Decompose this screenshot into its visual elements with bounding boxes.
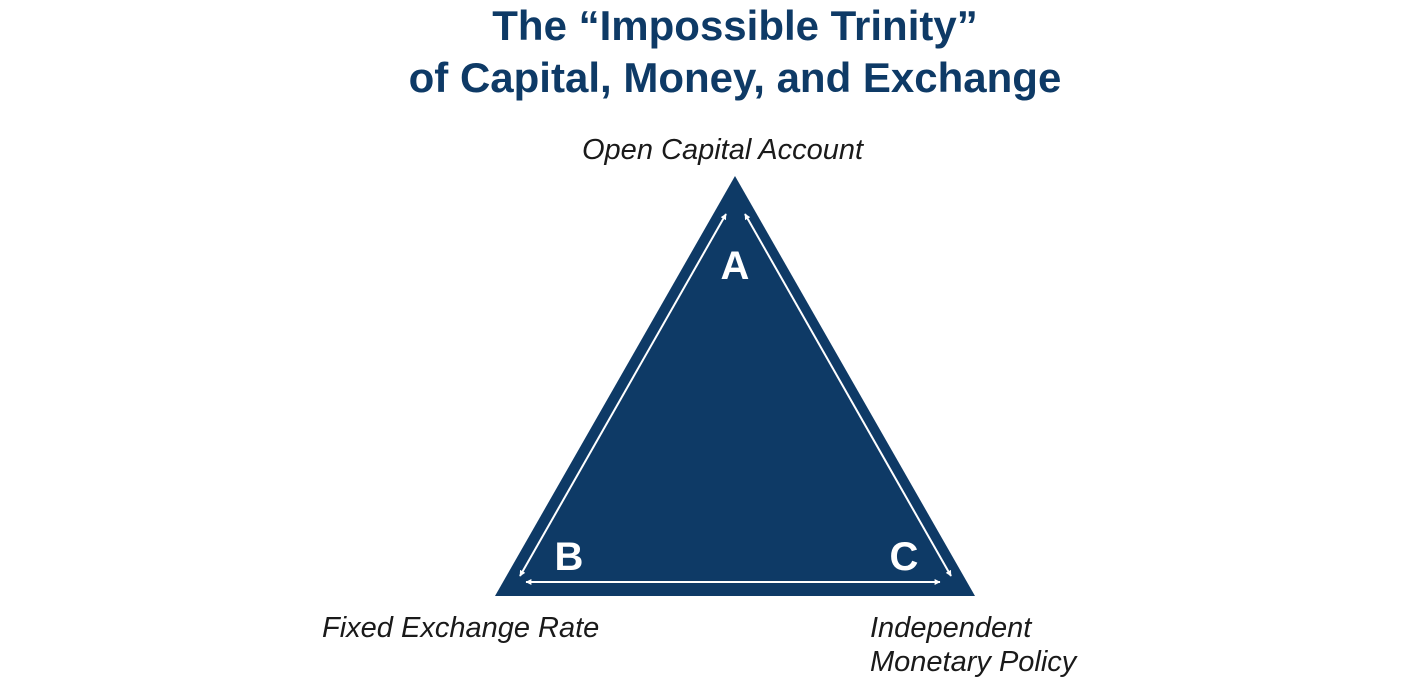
vertex-label-bottom-right-line-2: Monetary Policy bbox=[870, 646, 1077, 678]
vertex-letter-c: C bbox=[890, 535, 919, 579]
vertex-letter-b: B bbox=[555, 535, 584, 579]
vertex-label-bottom-right-line-1: Independent bbox=[870, 612, 1032, 644]
arrow-a-c bbox=[744, 213, 952, 577]
title-line-2: of Capital, Money, and Exchange bbox=[408, 54, 1062, 101]
arrow-a-b bbox=[519, 213, 727, 577]
vertex-letter-a: A bbox=[721, 244, 750, 288]
vertex-label-bottom-left: Fixed Exchange Rate bbox=[322, 612, 600, 644]
vertex-label-top: Open Capital Account bbox=[582, 134, 864, 166]
title-line-1: The “Impossible Trinity” bbox=[492, 2, 978, 49]
trinity-triangle bbox=[495, 176, 975, 596]
